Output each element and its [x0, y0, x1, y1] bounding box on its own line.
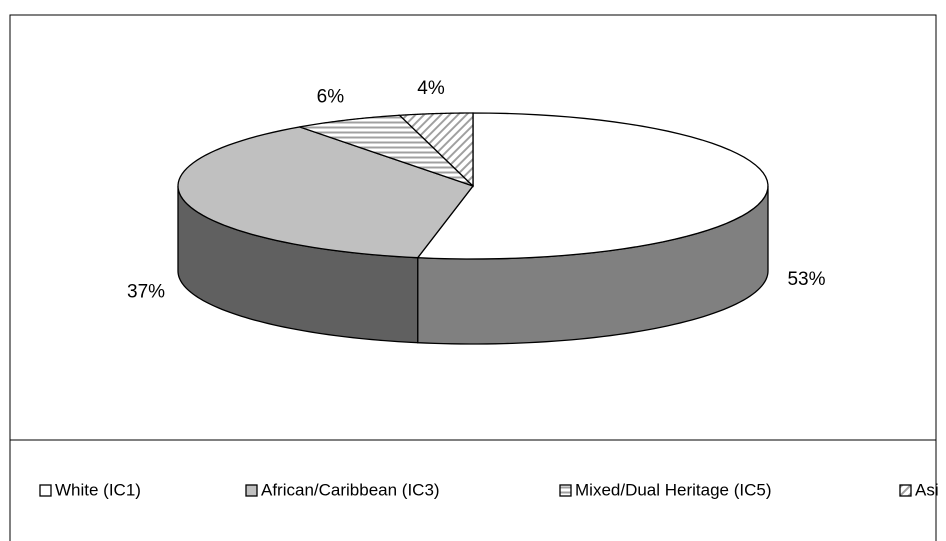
legend-label: Mixed/Dual Heritage (IC5)	[575, 480, 772, 499]
legend: White (IC1) African/Caribbean (IC3) Mixed/…	[39, 480, 939, 499]
legend-swatch	[39, 484, 52, 497]
data-label: 53%	[787, 269, 825, 290]
plot-border	[9, 14, 937, 541]
legend-swatch	[245, 484, 258, 497]
slice	[177, 126, 475, 259]
legend-label: African/Caribbean (IC3)	[261, 480, 440, 499]
legend-label: White (IC1)	[55, 480, 141, 499]
legend-swatch	[559, 484, 572, 497]
pie: 53% 37% 6% 4%	[127, 78, 826, 345]
slice	[416, 112, 769, 260]
data-label: 4%	[417, 78, 445, 99]
legend-swatch	[899, 484, 912, 497]
data-label: 37%	[127, 281, 165, 302]
slice	[398, 112, 474, 188]
slice	[297, 114, 474, 187]
data-label: 6%	[317, 86, 345, 107]
legend-label: Asi	[915, 480, 939, 499]
